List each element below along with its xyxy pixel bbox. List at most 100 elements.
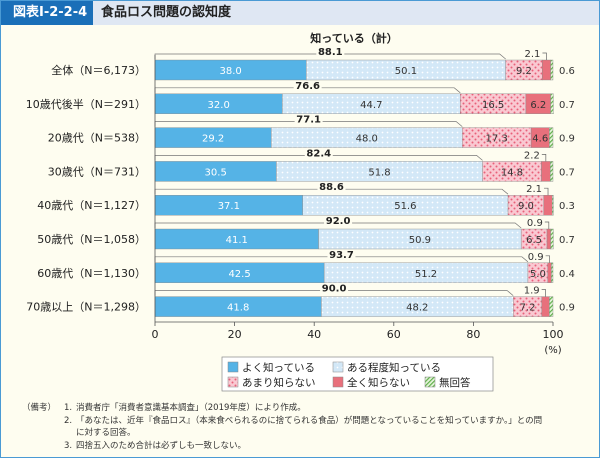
leader-line bbox=[544, 221, 550, 229]
known-total-label: 92.0 bbox=[326, 216, 351, 227]
x-tick-label: 20 bbox=[228, 328, 242, 341]
data-label: 41.1 bbox=[226, 235, 248, 246]
x-tick-label: 40 bbox=[307, 328, 321, 341]
known-total-bg bbox=[324, 216, 353, 225]
figure-title: 食品ロス問題の認知度 bbox=[101, 5, 232, 20]
legend-swatch bbox=[227, 361, 239, 373]
x-tick-label: 80 bbox=[466, 328, 480, 341]
note-number: 1. bbox=[64, 403, 73, 413]
bar-segment bbox=[546, 228, 551, 250]
leader-line bbox=[542, 52, 547, 60]
data-label: 37.1 bbox=[218, 201, 240, 212]
data-label: 30.5 bbox=[205, 167, 227, 178]
note-text: に対する回答。 bbox=[76, 428, 136, 438]
data-label: 2.1 bbox=[525, 49, 541, 60]
note-item: 3. 四捨五入のため合計は必ずしも一致しない。 bbox=[22, 440, 542, 453]
note-label bbox=[22, 427, 64, 440]
data-label: 0.9 bbox=[527, 218, 543, 229]
x-tick-label: 0 bbox=[152, 328, 159, 341]
notes: （備考） 1. 消費者庁「消費者意識基本調査」（2019年度）により作成。 2. 「あな… bbox=[22, 402, 542, 452]
note-number bbox=[64, 427, 76, 440]
known-total-label: 88.1 bbox=[318, 47, 343, 58]
data-label: 5.0 bbox=[530, 269, 546, 280]
known-total-label: 82.4 bbox=[306, 148, 331, 159]
data-label: 7.2 bbox=[520, 303, 536, 314]
data-label: 41.8 bbox=[227, 303, 249, 314]
figure-header: 図表Ⅰ-2-2-4 食品ロス問題の認知度 bbox=[1, 1, 599, 25]
category-label: 30歳代（N＝731） bbox=[48, 165, 146, 178]
bar-segment bbox=[550, 228, 554, 250]
legend-swatch bbox=[332, 361, 344, 373]
data-label: 9.0 bbox=[518, 201, 534, 212]
data-label: 17.3 bbox=[486, 134, 508, 145]
known-total-bg bbox=[317, 182, 346, 192]
data-label: 48.0 bbox=[356, 134, 378, 145]
bar-segment bbox=[550, 59, 554, 81]
category-label: 40歳代（N＝1,127） bbox=[37, 199, 146, 212]
bar-segment bbox=[541, 296, 550, 317]
note-text: 四捨五入のため合計は必ずしも一致しない。 bbox=[76, 440, 247, 451]
x-axis-unit: (%) bbox=[544, 345, 561, 356]
legend-label: 無回答 bbox=[439, 376, 471, 389]
chart-title: 知っている（計） bbox=[309, 31, 397, 45]
note-label bbox=[22, 440, 64, 453]
bar-segment bbox=[549, 296, 554, 317]
data-label: 6.2 bbox=[530, 100, 546, 111]
category-label: 50歳代（N＝1,058） bbox=[37, 233, 146, 246]
bar-segment bbox=[552, 194, 554, 216]
bar-segment bbox=[541, 161, 551, 182]
bar-segment bbox=[547, 262, 552, 283]
bar-segment bbox=[551, 262, 554, 283]
data-label: 51.2 bbox=[415, 269, 437, 280]
stacked-bar-chart: 知っている（計） 全体（N＝6,173） 38.0 50.1 9.2 2.1 0.6 88.1… bbox=[26, 31, 575, 392]
data-label: 0.6 bbox=[559, 66, 575, 77]
data-label: 42.5 bbox=[228, 269, 250, 280]
known-total-bg bbox=[316, 47, 345, 56]
legend-label: ある程度知っている bbox=[347, 361, 441, 374]
leader-line bbox=[541, 289, 546, 297]
bar-segment bbox=[543, 194, 553, 216]
x-tick-label: 100 bbox=[543, 328, 564, 341]
known-total-label: 88.6 bbox=[319, 182, 344, 193]
note-text: 「あなたは、近年『食品ロス』（本来食べられるのに捨てられる食品）が問題となってい… bbox=[76, 415, 543, 426]
data-label: 6.5 bbox=[526, 235, 542, 246]
data-label: 2.1 bbox=[526, 184, 542, 195]
leader-line bbox=[541, 154, 547, 162]
data-label: 0.3 bbox=[559, 201, 575, 212]
category-label: 全体（N＝6,173） bbox=[51, 63, 146, 77]
note-text: 消費者庁「消費者意識基本調査」（2019年度）により作成。 bbox=[76, 403, 306, 413]
data-label: 0.4 bbox=[559, 269, 575, 280]
bar-segment bbox=[550, 93, 554, 115]
legend-box bbox=[221, 356, 494, 392]
legend-swatch bbox=[227, 376, 239, 388]
data-label: 9.2 bbox=[516, 66, 532, 77]
legend-label: あまり知らない bbox=[242, 376, 316, 389]
data-label: 14.8 bbox=[501, 167, 523, 178]
note-item: に対する回答。 bbox=[22, 427, 542, 440]
category-label: 10歳代後半（N＝291） bbox=[26, 97, 146, 111]
category-label: 60歳代（N＝1,130） bbox=[37, 267, 146, 280]
data-label: 16.5 bbox=[482, 100, 504, 111]
known-total-bg bbox=[293, 80, 322, 90]
bar-segment bbox=[549, 127, 554, 148]
data-label: 0.7 bbox=[559, 167, 575, 178]
data-label: 48.2 bbox=[406, 303, 428, 314]
data-label: 32.0 bbox=[208, 100, 230, 111]
data-label: 0.9 bbox=[528, 252, 544, 263]
bar-segment bbox=[550, 161, 554, 182]
leader-line bbox=[544, 187, 549, 196]
note-item: （備考） 1. 消費者庁「消費者意識基本調査」（2019年度）により作成。 bbox=[22, 402, 542, 415]
data-label: 50.1 bbox=[395, 66, 417, 77]
known-total-label: 90.0 bbox=[322, 284, 347, 295]
data-label: 0.7 bbox=[559, 235, 575, 246]
known-total-label: 93.7 bbox=[329, 250, 354, 261]
known-total-bg bbox=[327, 249, 356, 259]
category-label: 20歳代（N＝538） bbox=[48, 132, 146, 145]
leader-line bbox=[545, 255, 550, 263]
known-total-bg bbox=[320, 283, 349, 293]
data-label: 38.0 bbox=[219, 66, 241, 77]
note-label: （備考） bbox=[22, 403, 57, 413]
data-label: 0.7 bbox=[559, 100, 575, 111]
data-label: 1.9 bbox=[524, 286, 540, 297]
data-label: 2.2 bbox=[524, 150, 540, 161]
